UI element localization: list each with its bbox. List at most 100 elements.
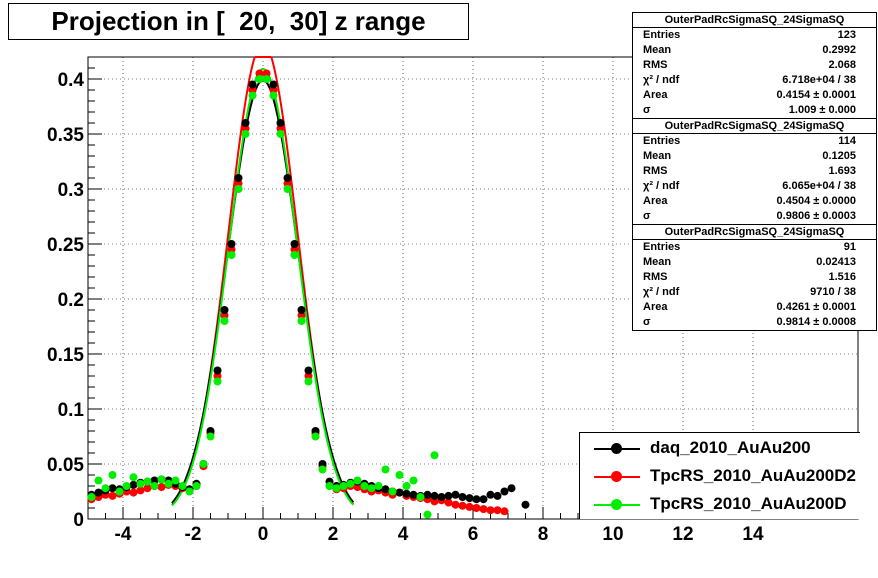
data-point bbox=[171, 476, 180, 485]
data-point bbox=[297, 306, 306, 314]
stats-value: 2.068 bbox=[828, 59, 856, 71]
legend-marker-daq bbox=[611, 443, 622, 454]
data-point bbox=[290, 245, 299, 254]
y-tick-label: 0.1 bbox=[58, 400, 85, 421]
legend-label-tpcrs-d: TpcRS_2010_AuAu200D bbox=[650, 494, 847, 513]
data-point bbox=[409, 490, 418, 499]
data-point bbox=[381, 465, 390, 474]
data-point bbox=[318, 460, 327, 468]
stats-row: Area 0.4154 ± 0.0001 bbox=[633, 88, 876, 103]
legend-entry-tpcrs-d: TpcRS_2010_AuAu200D bbox=[580, 491, 860, 519]
data-point bbox=[122, 482, 131, 490]
data-point bbox=[94, 488, 103, 497]
stats-row: Mean 0.02413 bbox=[633, 255, 876, 270]
data-point bbox=[479, 505, 488, 514]
stats-label: RMS bbox=[643, 271, 668, 283]
stats-value: 1.009 ± 0.000 bbox=[788, 104, 856, 116]
stats-header: OuterPadRcSigmaSQ_24SigmaSQ bbox=[633, 225, 876, 240]
data-point bbox=[486, 506, 495, 515]
data-point bbox=[220, 311, 229, 320]
stats-value: 0.4504 ± 0.0000 bbox=[776, 195, 856, 207]
data-point bbox=[150, 482, 159, 490]
stats-label: χ² / ndf bbox=[643, 286, 680, 298]
data-point bbox=[248, 86, 257, 94]
data-point bbox=[129, 480, 138, 489]
x-tick-label: 2 bbox=[328, 524, 339, 545]
y-tick-label: 0.3 bbox=[58, 180, 84, 201]
stats-value: 123 bbox=[837, 29, 856, 41]
y-tick-label: 0.4 bbox=[58, 70, 85, 91]
stats-box-3: OuterPadRcSigmaSQ_24SigmaSQ Entries 91 Me… bbox=[632, 224, 877, 331]
data-point bbox=[220, 317, 229, 325]
data-point bbox=[423, 510, 432, 519]
stats-value: 1.693 bbox=[828, 165, 856, 177]
data-point bbox=[353, 476, 362, 485]
data-point bbox=[521, 500, 530, 509]
data-point bbox=[234, 185, 243, 193]
data-point bbox=[115, 487, 124, 496]
stats-value: 91 bbox=[843, 241, 856, 253]
stats-row: χ² / ndf 6.065e+04 / 38 bbox=[633, 179, 876, 194]
stats-value: 6.718e+04 / 38 bbox=[782, 74, 856, 86]
stats-row: σ 0.9806 ± 0.0003 bbox=[633, 209, 876, 224]
data-point bbox=[276, 130, 285, 138]
data-point bbox=[451, 490, 460, 499]
data-point bbox=[339, 482, 348, 490]
x-tick-label: 10 bbox=[602, 524, 623, 545]
data-point bbox=[290, 240, 299, 248]
data-point bbox=[409, 476, 418, 485]
stats-label: Entries bbox=[643, 241, 681, 253]
stats-label: Area bbox=[643, 301, 668, 313]
legend-entry-daq: daq_2010_AuAu200 bbox=[580, 435, 860, 463]
data-point bbox=[493, 506, 502, 515]
data-point bbox=[143, 477, 152, 486]
data-point bbox=[465, 494, 474, 503]
data-point bbox=[465, 502, 474, 511]
tick-labels: -4 -2 0 2 4 6 8 10 12 14 0 0.05 0.1 0.15 0.2 0.25 0.3 0.3… bbox=[47, 70, 764, 545]
data-point bbox=[395, 488, 404, 497]
data-point bbox=[290, 251, 299, 259]
data-point bbox=[213, 377, 222, 386]
data-point bbox=[367, 484, 376, 493]
data-point bbox=[185, 487, 194, 496]
data-point bbox=[101, 484, 110, 493]
stats-value: 0.1205 bbox=[822, 150, 856, 162]
data-point bbox=[423, 490, 432, 499]
stats-label: Mean bbox=[643, 44, 672, 56]
stats-label: χ² / ndf bbox=[643, 74, 680, 86]
stats-box-1: OuterPadRcSigmaSQ_24SigmaSQ Entries 123 M… bbox=[632, 12, 877, 119]
data-point bbox=[493, 491, 502, 500]
stats-value: 0.9814 ± 0.0008 bbox=[776, 316, 856, 328]
stats-value: 0.4154 ± 0.0001 bbox=[776, 89, 856, 101]
data-point bbox=[500, 487, 509, 496]
legend-marker-tpcrs-d bbox=[611, 499, 622, 510]
stats-label: σ bbox=[643, 210, 651, 222]
data-point bbox=[318, 465, 327, 474]
stats-label: σ bbox=[643, 104, 651, 116]
data-point bbox=[136, 486, 145, 495]
data-point bbox=[416, 493, 425, 501]
data-point bbox=[437, 493, 446, 501]
data-point bbox=[332, 484, 341, 493]
fit-curves bbox=[171, 56, 355, 507]
data-point bbox=[325, 482, 334, 490]
data-point bbox=[381, 485, 390, 494]
stats-row: Entries 123 bbox=[633, 28, 876, 43]
data-point bbox=[143, 484, 152, 493]
data-point bbox=[248, 91, 257, 100]
y-tick-label: 0.25 bbox=[47, 235, 84, 256]
stats-row: Mean 0.1205 bbox=[633, 149, 876, 164]
data-point bbox=[108, 491, 117, 500]
data-point bbox=[241, 124, 250, 133]
legend-entry-tpcrs-d2: TpcRS_2010_AuAu200D2 bbox=[580, 463, 860, 491]
data-point bbox=[248, 80, 257, 89]
data-point bbox=[108, 484, 117, 493]
data-point bbox=[479, 495, 488, 504]
data-point bbox=[346, 479, 355, 488]
data-point bbox=[234, 179, 243, 188]
data-point bbox=[402, 489, 411, 498]
y-tick-label: 0.2 bbox=[58, 290, 84, 311]
stats-row: χ² / ndf 9710 / 38 bbox=[633, 285, 876, 300]
data-point bbox=[262, 69, 271, 78]
stats-row: Area 0.4504 ± 0.0000 bbox=[633, 194, 876, 209]
